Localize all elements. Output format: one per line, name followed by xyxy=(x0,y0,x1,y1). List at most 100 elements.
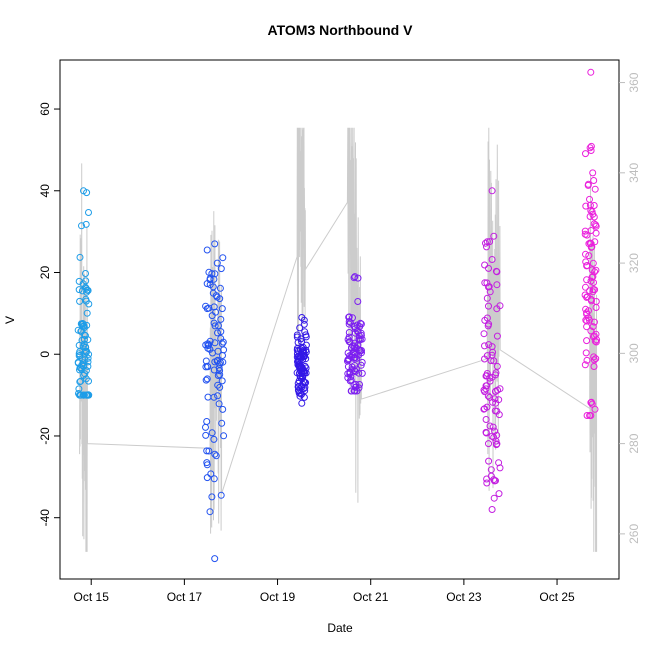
data-point xyxy=(297,335,305,343)
data-point xyxy=(82,220,90,228)
data-point xyxy=(345,333,353,341)
data-point xyxy=(590,353,598,361)
data-point xyxy=(209,349,216,357)
data-point xyxy=(590,220,598,228)
data-point xyxy=(75,390,82,397)
data-point xyxy=(204,363,212,371)
data-point xyxy=(84,362,92,370)
data-point xyxy=(483,403,491,411)
data-point xyxy=(344,356,352,364)
data-point xyxy=(85,377,92,385)
data-point xyxy=(583,262,591,269)
data-point xyxy=(208,429,216,437)
data-point xyxy=(587,277,595,285)
data-point xyxy=(219,352,226,359)
data-point xyxy=(583,337,591,345)
data-point xyxy=(218,305,226,313)
data-point xyxy=(488,506,496,513)
data-point xyxy=(345,329,353,336)
data-point xyxy=(202,423,209,431)
data-point xyxy=(487,466,495,474)
data-point xyxy=(219,405,227,413)
data-point xyxy=(214,356,222,364)
data-point xyxy=(344,374,352,382)
data-point xyxy=(490,433,498,441)
data-point xyxy=(348,363,356,371)
data-point xyxy=(206,508,214,516)
x-tick-label: Oct 23 xyxy=(446,590,482,604)
data-point xyxy=(589,286,597,294)
data-point xyxy=(493,407,501,415)
data-point xyxy=(485,341,493,349)
data-point xyxy=(356,319,364,327)
data-point xyxy=(492,477,499,485)
data-point xyxy=(218,419,226,427)
data-point xyxy=(212,292,220,300)
data-point xyxy=(483,294,491,302)
data-point xyxy=(488,187,496,195)
data-point xyxy=(492,369,500,377)
data-point xyxy=(482,416,490,423)
data-point xyxy=(588,273,596,281)
y2-tick-label: 320 xyxy=(627,253,641,273)
data-point xyxy=(488,256,496,263)
data-point xyxy=(211,240,219,248)
data-point xyxy=(582,349,590,357)
data-point xyxy=(352,380,360,388)
data-point xyxy=(204,340,212,348)
data-point xyxy=(485,264,492,272)
data-point xyxy=(490,494,498,502)
chart-title: ATOM3 Northbound V xyxy=(268,22,414,38)
y-axis-label: V xyxy=(3,316,17,324)
data-point xyxy=(484,322,492,330)
data-point xyxy=(589,273,597,280)
data-point xyxy=(346,319,354,326)
data-point xyxy=(203,418,211,425)
data-point xyxy=(590,318,598,326)
data-point xyxy=(298,344,306,352)
data-point xyxy=(216,284,224,292)
data-point xyxy=(584,293,591,301)
data-point xyxy=(493,332,501,340)
data-point xyxy=(485,440,492,448)
data-point xyxy=(214,372,222,379)
data-point xyxy=(300,351,308,359)
data-point xyxy=(357,361,365,369)
data-point xyxy=(592,266,600,274)
data-point xyxy=(205,447,213,455)
data-point xyxy=(483,279,491,287)
data-point xyxy=(493,362,501,370)
data-point xyxy=(215,400,223,408)
data-point xyxy=(486,238,494,246)
data-point xyxy=(210,475,218,483)
data-point xyxy=(216,383,224,391)
data-point xyxy=(218,340,226,348)
data-point xyxy=(587,142,595,150)
data-point xyxy=(203,447,211,455)
data-point xyxy=(298,399,306,407)
data-point xyxy=(582,150,589,158)
data-point xyxy=(583,309,591,317)
data-point xyxy=(302,341,310,349)
data-point xyxy=(490,476,498,484)
data-point xyxy=(350,274,358,282)
data-point xyxy=(82,391,90,399)
y-tick-label: -20 xyxy=(38,427,52,445)
data-point xyxy=(81,332,89,340)
data-point xyxy=(488,432,496,440)
data-point xyxy=(486,422,494,430)
data-point xyxy=(492,437,500,445)
data-point xyxy=(298,314,306,321)
data-point xyxy=(589,333,597,341)
data-point xyxy=(481,261,489,269)
data-point xyxy=(350,322,358,330)
y2-tick-label: 360 xyxy=(627,72,641,92)
data-point xyxy=(351,387,359,395)
data-point xyxy=(582,316,590,324)
data-point xyxy=(587,327,595,335)
data-point xyxy=(83,309,91,317)
data-point xyxy=(588,266,596,274)
data-point xyxy=(216,371,224,379)
data-point xyxy=(493,268,501,276)
y-tick-label: 40 xyxy=(38,184,52,198)
